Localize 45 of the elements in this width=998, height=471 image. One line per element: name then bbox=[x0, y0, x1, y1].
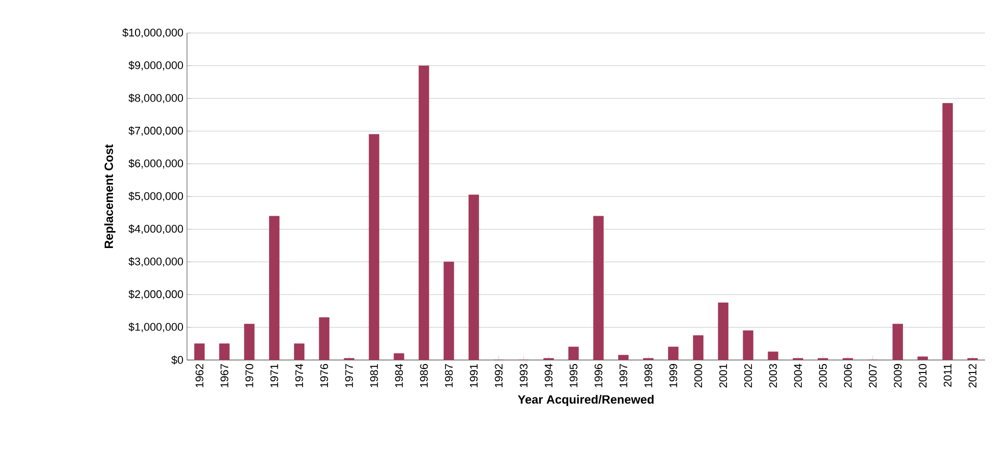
x-tick-label: 1984 bbox=[395, 364, 403, 388]
y-tick-label: $0 bbox=[171, 356, 184, 364]
x-tick-label: 1970 bbox=[245, 364, 254, 388]
x-tick-label: 1981 bbox=[370, 364, 378, 388]
x-tick-label: 1967 bbox=[220, 364, 228, 388]
x-tick-label: 2006 bbox=[844, 364, 852, 388]
x-tick-label: 2000 bbox=[694, 364, 702, 388]
y-tick-label: $7,000,000 bbox=[128, 126, 184, 136]
x-tick-label: 2001 bbox=[719, 364, 728, 388]
x-tick-label: 2012 bbox=[968, 364, 976, 388]
y-tick-label: $8,000,000 bbox=[128, 94, 184, 104]
x-tick-label: 1992 bbox=[494, 364, 503, 388]
x-tick-label: 1974 bbox=[295, 364, 304, 388]
y-tick-label: $5,000,000 bbox=[128, 192, 184, 202]
x-tick-label: 1971 bbox=[270, 364, 278, 388]
y-tick-label: $4,000,000 bbox=[128, 224, 184, 234]
x-tick-label: 1994 bbox=[544, 364, 552, 388]
y-tick-label: $6,000,000 bbox=[128, 159, 184, 169]
x-tick-label: 1991 bbox=[470, 364, 478, 388]
x-tick-label: 1976 bbox=[320, 364, 328, 388]
x-tick-label: 1993 bbox=[520, 364, 528, 388]
y-tick-label: $10,000,000 bbox=[122, 28, 184, 38]
x-tick-label: 2003 bbox=[769, 364, 777, 388]
x-tick-label: 2011 bbox=[944, 364, 952, 387]
x-tick-label: 1962 bbox=[196, 364, 204, 388]
y-tick-label: $3,000,000 bbox=[128, 257, 184, 267]
x-tick-label: 1987 bbox=[444, 364, 453, 388]
x-tick-label: 2005 bbox=[819, 364, 827, 388]
x-tick-label: 1995 bbox=[570, 364, 578, 388]
x-tick-label: 2009 bbox=[894, 364, 902, 388]
x-tick-label: 1977 bbox=[345, 364, 353, 388]
x-tick-label: 2002 bbox=[744, 364, 752, 388]
x-tick-label: 2010 bbox=[918, 364, 927, 388]
x-axis-title: Year Acquired/Renewed bbox=[518, 394, 654, 406]
y-tick-label: $2,000,000 bbox=[128, 290, 184, 300]
y-tick-label: $1,000,000 bbox=[128, 322, 184, 332]
y-tick-label: $9,000,000 bbox=[128, 60, 184, 70]
x-tick-label: 1999 bbox=[669, 364, 678, 388]
x-tick-label: 2004 bbox=[794, 364, 802, 388]
x-tick-label: 1998 bbox=[644, 364, 652, 388]
x-tick-label: 1986 bbox=[420, 364, 428, 388]
x-tick-label: 1997 bbox=[620, 364, 628, 388]
x-tick-label: 1996 bbox=[594, 364, 602, 388]
y-axis-title: Replacement Cost bbox=[104, 144, 116, 248]
x-tick-label: 2007 bbox=[868, 364, 877, 388]
